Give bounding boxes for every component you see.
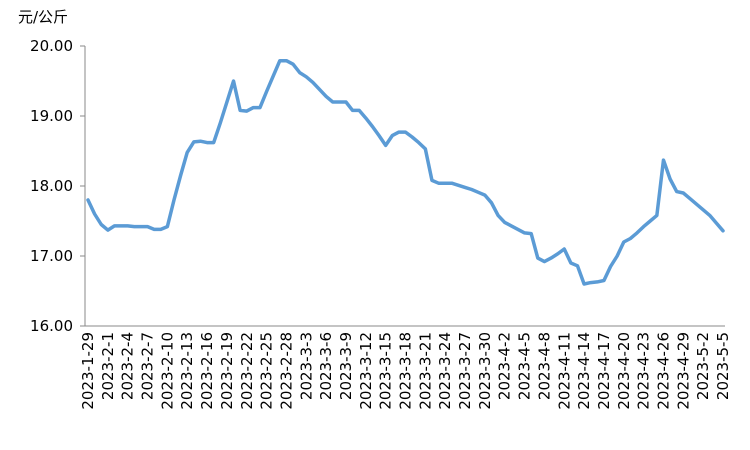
x-tick-label: 2023-3-18 [397, 332, 415, 410]
x-tick-label: 2023-2-7 [139, 332, 157, 400]
x-tick-label: 2023-4-23 [635, 332, 653, 410]
y-tick-label: 18.00 [30, 177, 73, 195]
x-tick-label: 2023-4-5 [516, 332, 534, 400]
x-tick-label: 2023-2-19 [218, 332, 236, 410]
x-tick-label: 2023-2-22 [238, 332, 256, 410]
x-tick-label: 2023-5-2 [694, 332, 712, 400]
x-tick-label: 2023-2-16 [198, 332, 216, 410]
x-tick-label: 2023-4-8 [535, 332, 553, 400]
x-tick-label: 2023-4-26 [654, 332, 672, 410]
x-tick-label: 2023-2-10 [158, 332, 176, 410]
x-tick-label: 2023-2-4 [119, 332, 137, 400]
x-tick-label: 2023-3-27 [456, 332, 474, 410]
x-tick-label: 2023-5-5 [714, 332, 732, 400]
x-tick-label: 2023-2-13 [178, 332, 196, 410]
x-tick-label: 2023-3-6 [317, 332, 335, 400]
x-tick-label: 2023-2-1 [99, 332, 117, 400]
x-tick-label: 2023-4-29 [674, 332, 692, 410]
x-tick-label: 2023-2-25 [258, 332, 276, 410]
x-tick-label: 2023-1-29 [79, 332, 97, 410]
x-tick-label: 2023-4-20 [615, 332, 633, 410]
x-tick-label: 2023-4-17 [595, 332, 613, 410]
x-tick-label: 2023-3-3 [297, 332, 315, 400]
y-axis-label: 元/公斤 [18, 8, 68, 26]
x-tick-label: 2023-4-14 [575, 332, 593, 410]
x-tick-label: 2023-2-28 [277, 332, 295, 410]
x-tick-label: 2023-3-12 [357, 332, 375, 410]
y-tick-label: 16.00 [30, 317, 73, 335]
data-line [86, 58, 725, 286]
y-tick-label: 20.00 [30, 37, 73, 55]
x-tick-label: 2023-3-15 [377, 332, 395, 410]
x-tick-label: 2023-3-30 [476, 332, 494, 410]
x-tick-label: 2023-4-11 [555, 332, 573, 410]
x-tick-label: 2023-3-9 [337, 332, 355, 400]
y-tick-label: 17.00 [30, 247, 73, 265]
x-tick-label: 2023-3-21 [416, 332, 434, 410]
x-tick-label: 2023-4-2 [496, 332, 514, 400]
y-tick-label: 19.00 [30, 107, 73, 125]
x-tick-label: 2023-3-24 [436, 332, 454, 410]
